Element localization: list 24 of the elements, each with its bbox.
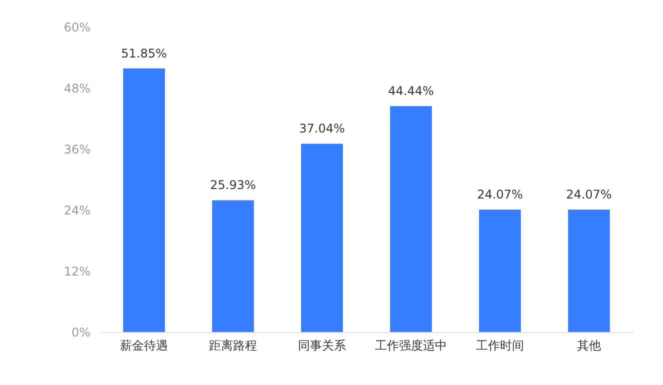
y-tick-label: 12% <box>64 264 90 278</box>
bar <box>390 106 432 332</box>
y-tick-label: 36% <box>64 142 90 156</box>
bar <box>123 68 165 332</box>
x-tick-label: 同事关系 <box>298 338 346 352</box>
bar <box>212 200 254 332</box>
x-tick-label: 其他 <box>576 338 601 352</box>
x-tick-label: 距离路程 <box>209 338 258 352</box>
bar <box>568 210 610 332</box>
x-tick-label: 薪金待遇 <box>120 338 168 352</box>
data-label: 24.07% <box>477 188 523 202</box>
x-tick-label: 工作强度适中 <box>374 338 447 352</box>
bar <box>301 144 343 332</box>
y-tick-label: 0% <box>71 326 90 340</box>
bar <box>479 210 521 332</box>
data-label: 51.85% <box>121 46 167 60</box>
data-label: 44.44% <box>388 84 434 98</box>
data-label: 24.07% <box>566 188 612 202</box>
data-label: 37.04% <box>299 122 345 136</box>
y-tick-label: 48% <box>64 82 90 96</box>
x-tick-label: 工作时间 <box>476 338 524 352</box>
y-tick-label: 60% <box>64 20 90 34</box>
y-tick-label: 24% <box>64 204 90 218</box>
data-label: 25.93% <box>210 178 256 192</box>
